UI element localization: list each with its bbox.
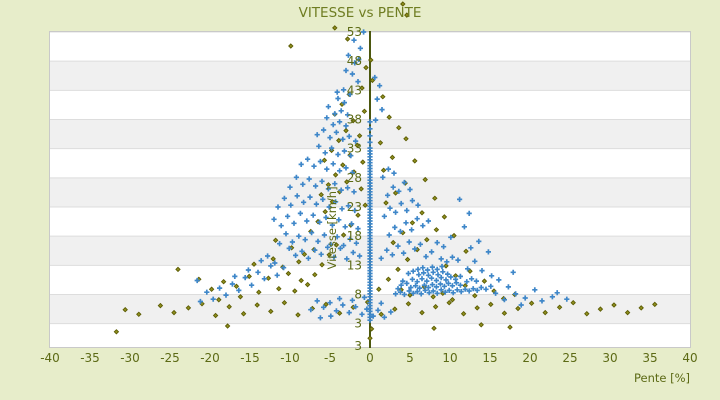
x-tick-label: 25: [562, 351, 577, 365]
x-tick-label: -20: [200, 351, 220, 365]
x-tick-label: 35: [642, 351, 657, 365]
x-tick-label: 15: [482, 351, 497, 365]
y-tick-label: 23: [347, 200, 362, 214]
y-axis-min-label: 3: [354, 339, 362, 353]
y-tick-label: 13: [347, 258, 362, 272]
y-axis-title: Vitesse [km/h]: [325, 186, 339, 269]
y-tick-label: 53: [347, 25, 362, 39]
x-tick-label: -30: [120, 351, 140, 365]
x-tick-label: 0: [366, 351, 374, 365]
x-axis-title: Pente [%]: [634, 371, 690, 385]
x-tick-label: 10: [442, 351, 457, 365]
y-tick-label: 3: [354, 317, 362, 331]
x-tick-label: -40: [40, 351, 60, 365]
x-tick-label: -10: [280, 351, 300, 365]
y-tick-label: 43: [347, 83, 362, 97]
x-tick-label: -15: [240, 351, 260, 365]
blue-series-points: [194, 29, 570, 323]
x-tick-labels: -40 -35 -30 -25 -20 -15 -10 -5 0 5 10 15 20 25 30 35 40: [40, 351, 697, 365]
y-tick-label: 48: [347, 54, 362, 68]
y-tick-label: 28: [347, 171, 362, 185]
x-tick-label: -35: [80, 351, 100, 365]
x-tick-label: 5: [406, 351, 414, 365]
y-tick-label: 38: [347, 113, 362, 127]
x-tick-label: 30: [602, 351, 617, 365]
x-tick-label: -5: [324, 351, 336, 365]
x-tick-label: -25: [160, 351, 180, 365]
chart-title: VITESSE vs PENTE: [299, 5, 422, 21]
x-tick-label: 20: [522, 351, 537, 365]
blue-point-markers: [194, 29, 570, 323]
x-tick-label: 40: [682, 351, 697, 365]
y-tick-label: 18: [347, 229, 362, 243]
y-tick-labels: 53 48 43 38 33 28 23 18 13 8 3: [347, 25, 362, 331]
y-tick-label: 33: [347, 142, 362, 156]
y-tick-label: 8: [354, 288, 362, 302]
